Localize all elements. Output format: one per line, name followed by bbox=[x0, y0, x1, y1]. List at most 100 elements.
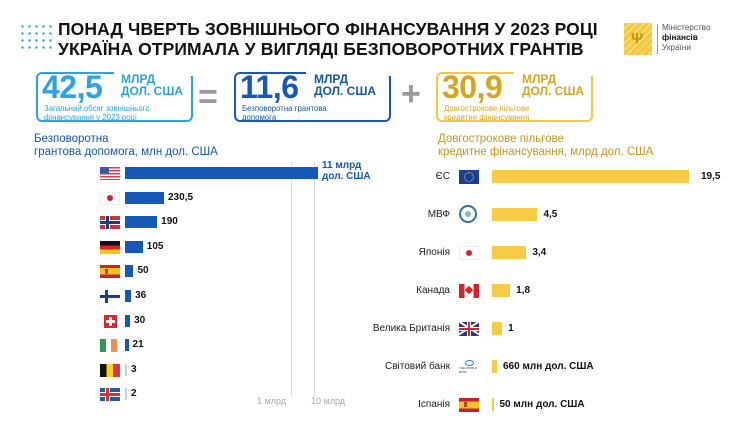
trident-icon: Ψ bbox=[624, 23, 652, 55]
loans-title-line-2: кредитне фінансування, млрд дол. США bbox=[438, 146, 654, 158]
bar bbox=[125, 265, 134, 278]
grants-desc: Безповоротна грантова допомога bbox=[242, 104, 327, 122]
category-label: Світовий банк bbox=[384, 361, 450, 372]
flag-es-icon bbox=[100, 265, 120, 279]
loans-chart-title: Довгострокове пільгове кредитне фінансув… bbox=[438, 133, 653, 159]
loans-box: 30,9 МЛРД ДОЛ. США Довгострокове пільгов… bbox=[436, 69, 594, 122]
grants-desc-1: Безповоротна грантова bbox=[242, 104, 327, 113]
loans-title-line-1: Довгострокове пільгове bbox=[438, 133, 564, 145]
flag-eu-icon bbox=[459, 170, 479, 184]
data-label: 36 bbox=[135, 290, 147, 301]
total-desc: Загальний обсяг зовнішнього фінансування… bbox=[44, 104, 150, 122]
grants-box: 11,6 МЛРД ДОЛ. США Безповоротна грантова… bbox=[234, 69, 392, 122]
bar bbox=[125, 167, 318, 179]
category-label: Канада bbox=[416, 285, 450, 296]
flag-de-icon bbox=[100, 240, 120, 254]
total-value: 42,5 bbox=[42, 69, 103, 105]
category-label: МВФ bbox=[427, 209, 450, 220]
bar bbox=[492, 322, 503, 335]
category-label: ЄС bbox=[435, 171, 450, 182]
bar bbox=[125, 191, 164, 204]
category-label: Японія bbox=[418, 247, 450, 258]
loans-unit-2: ДОЛ. США bbox=[522, 84, 585, 98]
data-label: 50 млн дол. США bbox=[499, 399, 585, 410]
bar bbox=[492, 170, 689, 183]
bar bbox=[125, 363, 127, 376]
grants-value: 11,6 bbox=[240, 69, 299, 105]
flag-ch-icon bbox=[100, 314, 120, 328]
grants-title-line-2: грантова допомога, млн дол. США bbox=[34, 146, 218, 158]
title-line-2: УКРАЇНА ОТРИМАЛА У ВИГЛЯДІ БЕЗПОВОРОТНИХ… bbox=[58, 39, 584, 59]
data-label: 3 bbox=[131, 363, 137, 375]
grants-unit-2: ДОЛ. США bbox=[314, 84, 377, 98]
bar bbox=[125, 290, 132, 302]
grants-title-line-1: Безповоротна bbox=[34, 133, 109, 145]
data-label: 50 bbox=[137, 265, 149, 277]
data-label: 4,5 bbox=[543, 209, 558, 220]
flag-ie-icon bbox=[100, 339, 120, 353]
loans-desc-1: Довгострокове пільгове bbox=[444, 104, 530, 113]
data-label: 11 млрд дол. США bbox=[322, 160, 371, 182]
flag-fi-icon bbox=[100, 290, 120, 303]
flag-is-icon bbox=[100, 388, 120, 402]
flag-no-icon bbox=[100, 216, 120, 230]
bar bbox=[492, 398, 494, 411]
flag-ca-icon bbox=[459, 284, 479, 298]
bar bbox=[125, 388, 127, 401]
loans-value: 30,9 bbox=[442, 69, 503, 105]
logo-divider bbox=[657, 24, 658, 54]
data-label: 230,5 bbox=[168, 191, 194, 203]
total-desc-1: Загальний обсяг зовнішнього bbox=[44, 104, 150, 113]
plus-sign: + bbox=[401, 75, 421, 113]
flag-us-icon bbox=[100, 167, 120, 180]
bar bbox=[125, 314, 131, 327]
total-unit-1: МЛРД bbox=[121, 72, 156, 86]
equals-sign: = bbox=[198, 78, 218, 116]
title-line-1: ПОНАД ЧВЕРТЬ ЗОВНІШНЬОГО ФІНАНСУВАННЯ У … bbox=[58, 19, 598, 39]
grants-desc-2: допомога bbox=[242, 113, 277, 122]
decorative-dots bbox=[19, 23, 53, 49]
bar bbox=[492, 246, 527, 259]
grants-chart-title: Безповоротна грантова допомога, млн дол.… bbox=[34, 133, 218, 159]
total-unit-2: ДОЛ. США bbox=[121, 84, 184, 98]
flag-imf-icon bbox=[459, 205, 479, 223]
data-label-line-1: 11 млрд bbox=[322, 160, 362, 171]
data-label: 21 bbox=[132, 339, 144, 351]
logo-line-3: України bbox=[662, 43, 691, 52]
total-desc-2: фінансування у 2023 році bbox=[44, 113, 137, 122]
bar bbox=[492, 360, 497, 373]
total-box: 42,5 МЛРД ДОЛ. США Загальний обсяг зовні… bbox=[36, 69, 194, 122]
bar bbox=[125, 240, 143, 253]
flag-be-icon bbox=[100, 363, 120, 377]
logo-text: Міністерство фінансів України bbox=[662, 23, 711, 53]
bar bbox=[492, 208, 538, 221]
axis-tick-label: 10 млрд bbox=[311, 396, 346, 406]
flag-es-icon bbox=[459, 398, 479, 412]
flag-jp-icon bbox=[100, 191, 120, 205]
axis-tick-label: 1 млрд bbox=[257, 396, 286, 406]
logo-line-1: Міністерство bbox=[662, 23, 711, 32]
data-label: 2 bbox=[131, 388, 137, 400]
data-label: 19,5 bbox=[701, 171, 721, 182]
bar bbox=[492, 284, 511, 297]
loans-unit: МЛРД ДОЛ. США bbox=[522, 73, 584, 97]
grants-unit-1: МЛРД bbox=[314, 72, 349, 86]
flag-jp-icon bbox=[459, 246, 479, 260]
ministry-logo: Ψ Міністерство фінансів України bbox=[624, 23, 734, 59]
bar bbox=[125, 216, 158, 229]
gridline-1 bbox=[291, 162, 292, 397]
data-label: 105 bbox=[146, 240, 164, 252]
page-title: ПОНАД ЧВЕРТЬ ЗОВНІШНЬОГО ФІНАНСУВАННЯ У … bbox=[58, 19, 598, 59]
flag-wb-icon: THE WORLD BANK bbox=[459, 360, 479, 374]
data-label: 1 bbox=[508, 323, 514, 334]
loans-desc: Довгострокове пільгове кредитне фінансув… bbox=[444, 104, 529, 122]
flag-gb-icon bbox=[459, 322, 479, 336]
data-label-line-2: дол. США bbox=[322, 171, 371, 182]
loans-desc-2: кредитне фінансування bbox=[444, 113, 530, 122]
category-label: Велика Британія bbox=[372, 323, 450, 334]
bar bbox=[125, 339, 129, 352]
total-unit: МЛРД ДОЛ. США bbox=[121, 73, 183, 97]
data-label: 3,4 bbox=[532, 247, 547, 258]
